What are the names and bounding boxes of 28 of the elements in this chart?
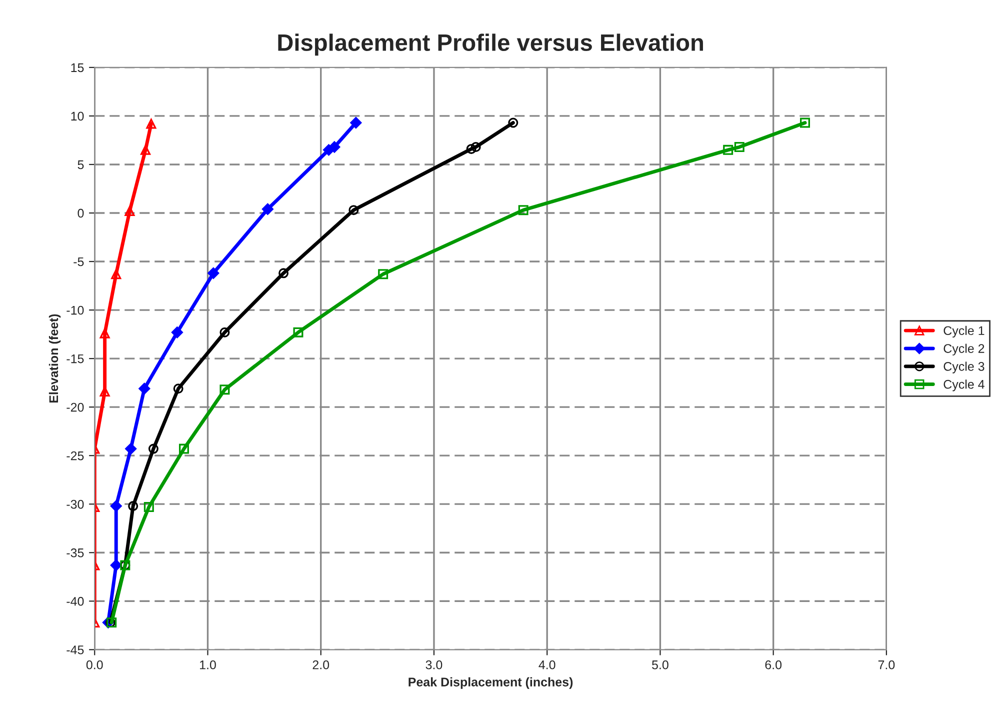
chart-title: Displacement Profile versus Elevation [278, 34, 703, 56]
y-tick-label: -40 [66, 596, 84, 606]
y-tick-label: -10 [66, 306, 84, 315]
x-tick-label: 0.0 [86, 660, 103, 670]
y-tick-label: -20 [66, 402, 84, 412]
y-tick-label: 15 [71, 63, 84, 72]
legend-label: Cycle 4 [944, 380, 984, 392]
y-tick-label: 0 [78, 208, 84, 218]
y-tick-label: -35 [66, 548, 84, 558]
y-tick-label: 5 [78, 160, 84, 170]
legend-label: Cycle 3 [944, 362, 984, 374]
legend-label: Cycle 2 [944, 344, 984, 356]
x-tick-label: 2.0 [312, 660, 330, 670]
y-tick-label: -15 [66, 354, 84, 364]
x-tick-label: 3.0 [426, 660, 442, 670]
y-tick-label: -45 [66, 646, 84, 654]
y-tick-label: -30 [66, 500, 84, 509]
y-axis-title: Elevation (feet) [48, 314, 61, 403]
y-tick-label: 10 [71, 112, 84, 121]
x-tick-label: 6.0 [765, 660, 782, 670]
x-tick-label: 1.0 [200, 660, 216, 670]
legend-label: Cycle 1 [944, 326, 984, 338]
x-axis-title: Peak Displacement (inches) [408, 677, 573, 689]
y-tick-label: -5 [74, 257, 84, 266]
y-tick-label: -25 [66, 451, 84, 460]
x-tick-label: 5.0 [652, 660, 668, 670]
x-tick-label: 7.0 [878, 660, 895, 670]
x-tick-label: 4.0 [538, 660, 556, 670]
